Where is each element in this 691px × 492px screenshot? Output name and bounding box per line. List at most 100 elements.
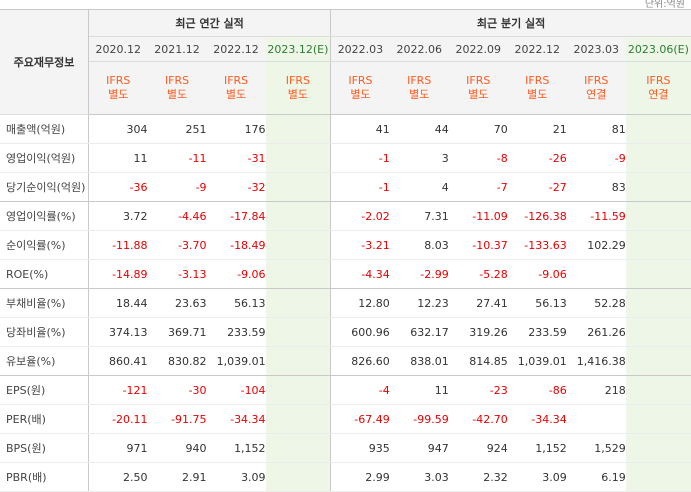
value-cell: 971 — [88, 433, 148, 463]
value-cell: -4.34 — [330, 259, 390, 289]
value-cell: -5.28 — [448, 259, 508, 289]
table-row: 당기순이익(억원) -36 -9 -32 -1 4 -7 -27 83 — [0, 172, 691, 202]
value-cell — [265, 114, 331, 144]
value-cell: 11 — [389, 375, 449, 405]
value-cell — [265, 288, 331, 318]
value-cell — [265, 172, 331, 202]
period-header: 2022.03 — [330, 36, 390, 62]
value-cell: 44 — [389, 114, 449, 144]
value-cell: 940 — [147, 433, 207, 463]
value-cell — [625, 375, 691, 405]
value-cell: 23.63 — [147, 288, 207, 318]
value-cell — [625, 143, 691, 173]
value-cell: -9 — [566, 143, 626, 173]
value-cell: -34.34 — [507, 404, 567, 434]
value-cell: 218 — [566, 375, 626, 405]
value-cell: -17.84 — [206, 201, 266, 231]
accounting-standard-header: IFRS 별도 — [507, 61, 567, 115]
value-cell: 1,416.38 — [566, 346, 626, 376]
accounting-standard-header: IFRS 별도 — [448, 61, 508, 115]
value-cell: -104 — [206, 375, 266, 405]
accounting-standard-name: IFRS — [106, 74, 131, 87]
value-cell — [265, 346, 331, 376]
value-cell — [625, 404, 691, 434]
value-cell: -20.11 — [88, 404, 148, 434]
value-cell: 11 — [88, 143, 148, 173]
row-label: 부채비율(%) — [0, 288, 90, 318]
value-cell — [265, 201, 331, 231]
value-cell: 81 — [566, 114, 626, 144]
value-cell: 3.03 — [389, 462, 449, 492]
value-cell — [625, 259, 691, 289]
value-cell: -14.89 — [88, 259, 148, 289]
value-cell: 27.41 — [448, 288, 508, 318]
accounting-standard-name: IFRS — [285, 74, 310, 87]
value-cell — [625, 114, 691, 144]
accounting-standard-name: IFRS — [164, 74, 190, 87]
value-cell: 251 — [147, 114, 207, 144]
value-cell: -11.59 — [566, 201, 626, 231]
accounting-standard-name: IFRS — [466, 74, 491, 87]
table-row: PBR(배) 2.50 2.91 3.09 2.99 3.03 2.32 3.09 6.19 — [0, 462, 691, 492]
accounting-standard-header: IFRS 별도 — [265, 61, 331, 115]
value-cell: -133.63 — [507, 230, 567, 260]
period-header: 2023.03 — [566, 36, 626, 62]
table-row: 당좌비율(%) 374.13 369.71 233.59 600.96 632.17 319… — [0, 317, 691, 347]
value-cell: 830.82 — [147, 346, 207, 376]
value-cell: -36 — [88, 172, 148, 202]
value-cell: 1,152 — [507, 433, 567, 463]
financial-rows: 매출액(억원) 304 251 176 41 44 70 21 81 영업이익(억원) 11 -11-… — [0, 114, 691, 492]
table-row: 부채비율(%) 18.44 23.63 56.13 12.80 12.23 27.41 56.… — [0, 288, 691, 318]
value-cell: -23 — [448, 375, 508, 405]
accounting-standard-name: IFRS — [646, 74, 671, 87]
value-cell: 2.91 — [147, 462, 207, 492]
value-cell: 4 — [389, 172, 449, 202]
table-row: 영업이익률(%) 3.72 -4.46 -17.84 -2.02 7.31 -11.09 -1… — [0, 201, 691, 231]
accounting-standard-name: IFRS — [348, 74, 373, 87]
accounting-standard-header: IFRS 별도 — [88, 61, 148, 115]
value-cell — [265, 375, 331, 405]
row-label: ROE(%) — [0, 259, 90, 289]
value-cell — [625, 201, 691, 231]
table-row: EPS(원) -121 -30 -104 -4 11 -23 -86 218 — [0, 375, 691, 405]
value-cell: 2.32 — [448, 462, 508, 492]
value-cell: 1,529 — [566, 433, 626, 463]
value-cell: -10.37 — [448, 230, 508, 260]
accounting-standard-name: IFRS — [407, 74, 432, 87]
accounting-standard-header: IFRS 별도 — [330, 61, 390, 115]
value-cell: 83 — [566, 172, 626, 202]
value-cell: 924 — [448, 433, 508, 463]
value-cell: 838.01 — [389, 346, 449, 376]
value-cell: 102.29 — [566, 230, 626, 260]
value-cell: 3.09 — [206, 462, 266, 492]
period-header-estimate: 2023.06(E) — [625, 36, 691, 62]
value-cell: -11.09 — [448, 201, 508, 231]
value-cell — [625, 288, 691, 318]
period-header: 2021.12 — [147, 36, 207, 62]
accounting-scope: 별도 — [287, 88, 308, 101]
value-cell: -126.38 — [507, 201, 567, 231]
value-cell: 7.31 — [389, 201, 449, 231]
value-cell: 261.26 — [566, 317, 626, 347]
table-row: 유보율(%) 860.41 830.82 1,039.01 826.60 838.01 81… — [0, 346, 691, 376]
value-cell: 860.41 — [88, 346, 148, 376]
value-cell: 374.13 — [88, 317, 148, 347]
financial-summary-table: 주요재무정보 최근 연간 실적 최근 분기 실적 2020.12 2021.12… — [0, 9, 691, 492]
value-cell — [265, 143, 331, 173]
value-cell: -3.70 — [147, 230, 207, 260]
row-label: 유보율(%) — [0, 346, 90, 376]
accounting-scope: 별도 — [350, 88, 371, 101]
value-cell: -26 — [507, 143, 567, 173]
accounting-scope: 연결 — [586, 88, 607, 101]
accounting-scope: 별도 — [527, 88, 548, 101]
value-cell: -2.99 — [389, 259, 449, 289]
row-label: PBR(배) — [0, 462, 90, 492]
value-cell: 1,039.01 — [507, 346, 567, 376]
value-cell: 319.26 — [448, 317, 508, 347]
value-cell: 2.50 — [88, 462, 148, 492]
value-cell: 8.03 — [389, 230, 449, 260]
value-cell: 935 — [330, 433, 390, 463]
accounting-standard-row: IFRS 별도 IFRS 별도 IFRS 별도 IFRS 별도 IFRS 별도 IFRS 별도 IFRS… — [0, 61, 691, 115]
row-label: 매출액(억원) — [0, 114, 90, 144]
period-header: 2022.12 — [507, 36, 567, 62]
